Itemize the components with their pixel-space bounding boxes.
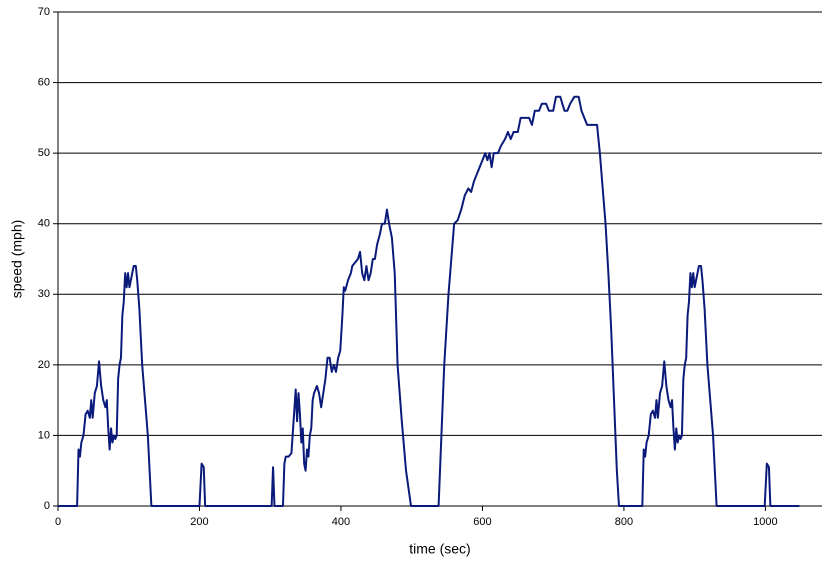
y-tick-label: 30 [38, 288, 50, 300]
speed-line [58, 95, 800, 507]
y-tick-label: 10 [38, 429, 50, 441]
y-tick-label: 60 [38, 76, 50, 88]
x-tick-label: 1000 [753, 516, 777, 528]
y-axis-label: speed (mph) [9, 220, 25, 299]
x-tick-label: 800 [615, 516, 633, 528]
y-tick-label: 70 [38, 6, 50, 18]
y-tick-label: 50 [38, 147, 50, 159]
y-tick-label: 40 [38, 218, 50, 230]
x-axis-label: time (sec) [409, 541, 470, 557]
y-tick-label: 20 [38, 359, 50, 371]
y-tick-label: 0 [44, 500, 50, 512]
x-tick-label: 600 [473, 516, 491, 528]
x-tick-label: 400 [332, 516, 350, 528]
x-tick-label: 200 [190, 516, 208, 528]
x-tick-label: 0 [55, 516, 61, 528]
